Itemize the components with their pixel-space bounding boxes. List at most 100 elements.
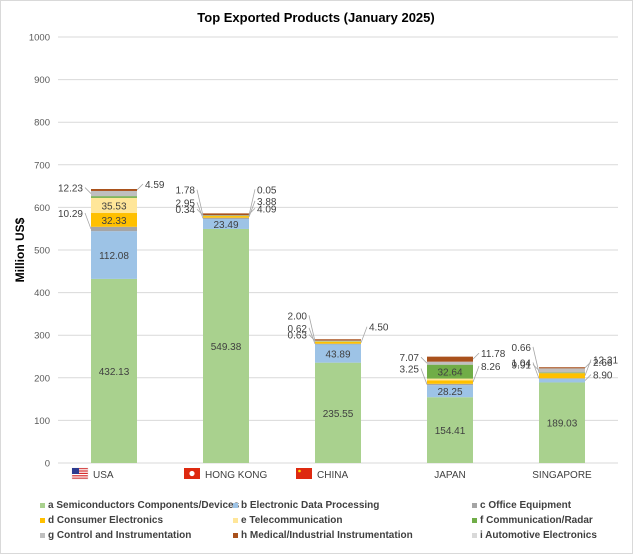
category-label: SINGAPORE [532,470,592,481]
bar-segment-f [427,364,473,379]
bar-segment-c [427,383,473,386]
bar-segment-d [539,372,585,379]
y-tick-label: 300 [34,331,50,342]
bar-segment-a [539,382,585,463]
y-tick-label: 100 [34,416,50,427]
bar-segment-g [427,361,473,365]
category-label: JAPAN [434,470,466,481]
label-leader-line [472,365,480,383]
category-label: HONG KONG [205,470,267,481]
bar-segment-e [427,378,473,381]
label-leader-line [196,202,204,219]
legend-swatch [472,502,477,508]
bar-segment-h [315,339,361,341]
bars [91,189,585,463]
legend-item-g: g Control and Instrumentation [40,530,191,541]
legend-label: e Telecommunication [241,515,343,526]
chart-title: Top Exported Products (January 2025) [197,10,434,25]
legend-label: g Control and Instrumentation [48,530,192,541]
bar-segment-d [427,380,473,384]
legend-label: d Consumer Electronics [48,515,164,526]
bar-segment-f [91,196,137,198]
label-leader-line [584,361,592,369]
bar-segment-g [539,368,585,373]
label-leader-line [472,352,480,360]
bar-segment-h [427,356,473,362]
legend-item-b: b Electronic Data Processing [233,500,379,511]
legend-label: i Automotive Electronics [480,530,597,541]
data-label: 9.91 [512,360,532,371]
legend-item-f: f Communication/Radar [472,515,593,526]
bar-segment-b [203,218,249,229]
legend-swatch [40,532,45,538]
data-label: 0.62 [288,324,308,335]
bar-segment-a [203,228,249,463]
data-label: 2.95 [176,198,196,209]
data-label: 3.88 [257,197,277,208]
y-tick-label: 500 [34,246,50,257]
data-label: 0.34 [176,205,196,216]
label-leader-line [360,326,368,343]
label-leader-line [308,334,316,341]
legend-swatch [40,502,45,508]
legend-item-e: e Telecommunication [233,515,343,526]
label-leader-line [532,364,540,371]
category-label: USA [93,470,114,481]
bar-segment-b [427,385,473,398]
data-label: 4.09 [257,204,277,215]
hong-kong-flag-icon [184,468,200,479]
data-label: 43.89 [325,349,350,360]
y-tick-label: 200 [34,373,50,384]
data-label: 4.59 [145,180,165,191]
data-label: 8.26 [481,362,501,373]
bar-segment-b [539,378,585,383]
data-label: 2.00 [288,311,308,322]
legend-swatch [40,517,45,523]
label-leader-line [84,212,92,230]
legend-label: a Semiconductors Components/Devices [48,500,240,511]
legend-swatch [472,532,477,538]
y-axis-label: Million US$ [13,217,27,282]
data-label: 12.23 [58,184,83,195]
bar-segment-c [539,378,585,379]
legend-swatch [472,517,477,523]
legend-swatch [233,502,238,508]
y-tick-label: 700 [34,160,50,171]
data-label: 0.05 [257,185,277,196]
y-tick-label: 600 [34,203,50,214]
data-label: 4.50 [369,323,389,334]
category-label: CHINA [317,470,348,481]
data-label: 549.38 [211,342,242,353]
data-label: 0.66 [512,343,532,354]
data-label: 235.55 [323,409,354,420]
bar-segment-a [315,362,361,463]
label-leader-line [584,359,592,376]
data-label: 432.13 [99,367,130,378]
data-label: 7.07 [400,353,420,364]
data-label: 1.78 [176,186,196,197]
bar-segment-d [315,341,361,344]
china-flag-icon [296,468,312,479]
label-leader-line [584,374,592,381]
bar-segment-g [91,190,137,197]
data-label: 154.41 [435,426,466,437]
bar-segment-a [427,397,473,463]
label-leader-line [248,200,256,218]
bar-segment-h [539,367,585,369]
bar-segment-c [315,343,361,345]
y-tick-label: 400 [34,288,50,299]
bar-segment-b [91,231,137,279]
legend-swatch [233,517,238,523]
label-leader-line [308,327,316,344]
data-labels: 432.13 112.08 10.29 32.33 35.53 12.23 4.59 549.… [58,180,618,437]
legend-item-h: h Medical/Industrial Instrumentation [233,530,413,541]
data-label: 11.78 [481,349,506,360]
label-leader-line [196,208,204,216]
legend-item-c: c Office Equipment [472,500,571,511]
bar-segment-d [91,213,137,227]
label-leader-line [248,189,256,216]
category-labels: USA HONG KONG CHINA JAPAN SINGAPORE [71,467,592,481]
data-label: 32.33 [101,216,126,227]
y-tick-label: 800 [34,118,50,129]
bar-segment-e [91,197,137,214]
